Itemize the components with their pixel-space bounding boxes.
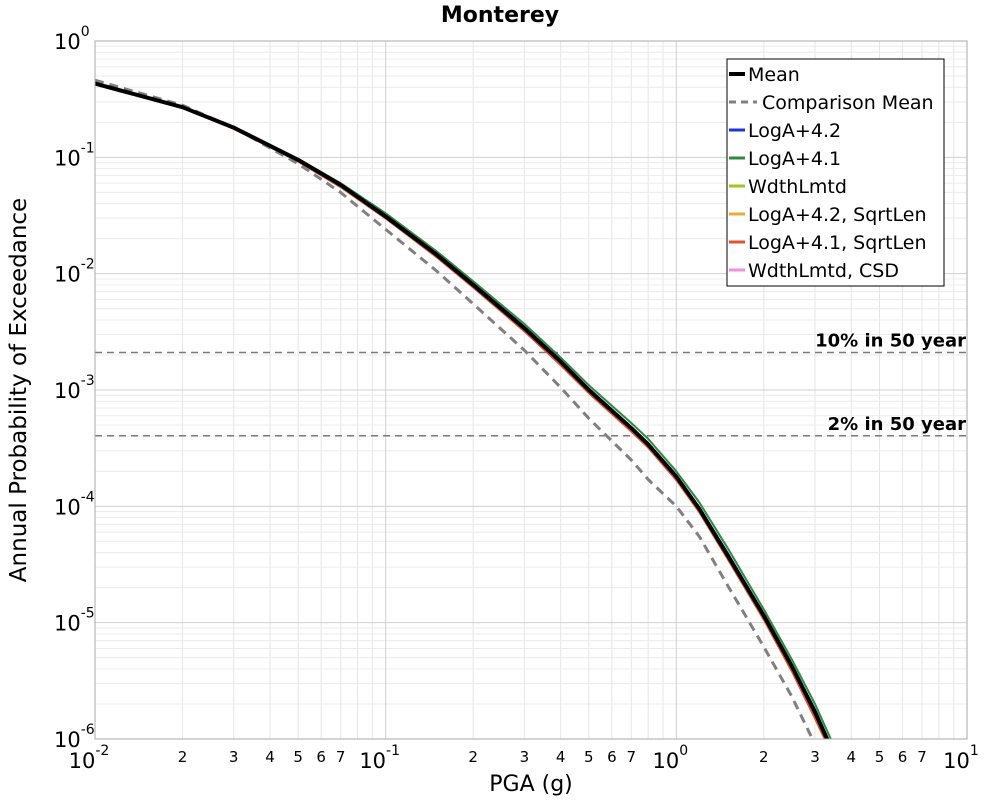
y-tick-label: 10-6 [54, 722, 95, 752]
x-minor-tick-label: 6 [316, 748, 326, 766]
x-minor-tick-label: 3 [520, 748, 530, 766]
legend-entry: LogA+4.2, SqrtLen [729, 204, 927, 226]
x-minor-tick-label: 5 [584, 748, 594, 766]
plot-frame [94, 40, 968, 740]
legend-entry: LogA+4.2 [729, 120, 841, 142]
x-minor-tick-label: 5 [293, 748, 303, 766]
x-minor-tick-label: 7 [627, 748, 637, 766]
y-tick-label: 10-5 [54, 606, 95, 636]
x-minor-tick-label: 7 [917, 748, 927, 766]
y-axis-label: Annual Probability of Exceedance [6, 198, 32, 582]
x-minor-tick-label: 3 [229, 748, 239, 766]
x-minor-tick-label: 5 [875, 748, 885, 766]
legend-label: LogA+4.1, SqrtLen [748, 232, 927, 254]
x-minor-tick-label: 2 [468, 748, 478, 766]
y-tick-label: 10-3 [54, 373, 95, 403]
reference-line-label: 10% in 50 year [815, 331, 966, 352]
y-tick-label: 10-2 [54, 257, 95, 287]
y-tick-label: 10-4 [54, 489, 95, 519]
reference-lines: 10% in 50 year 2% in 50 year [95, 331, 967, 437]
legend-label: Mean [748, 64, 800, 86]
x-minor-tick-label: 3 [810, 748, 820, 766]
legend-label: WdthLmtd [748, 176, 847, 198]
x-tick-label: 10-2 [69, 743, 110, 773]
x-minor-tick-label: 6 [898, 748, 908, 766]
legend-label: WdthLmtd, CSD [748, 260, 899, 282]
x-minor-tick-label: 4 [265, 748, 275, 766]
legend-label: LogA+4.2, SqrtLen [748, 204, 927, 226]
x-tick-label: 10-1 [359, 743, 400, 773]
legend-label: Comparison Mean [762, 92, 934, 114]
x-minor-tick-label: 2 [178, 748, 188, 766]
x-tick-label: 101 [943, 743, 979, 773]
plot-grid [94, 40, 968, 740]
x-minor-tick-label: 6 [607, 748, 617, 766]
legend-entry: LogA+4.1 [729, 148, 841, 170]
legend-entry: WdthLmtd [729, 176, 847, 198]
legend-box [726, 58, 945, 287]
legend: Mean Comparison Mean LogA+4.2 LogA+4.1 WdthL… [726, 58, 945, 287]
series-lines [95, 78, 832, 739]
series-line [95, 81, 830, 739]
chart-title: Monterey [441, 3, 559, 28]
x-axis-label: PGA (g) [489, 772, 573, 797]
y-tick-label: 10-1 [54, 140, 95, 170]
x-minor-tick-label: 4 [847, 748, 857, 766]
legend-label: LogA+4.2 [748, 120, 841, 142]
x-minor-tick-label: 4 [556, 748, 566, 766]
reference-line-label: 2% in 50 year [828, 414, 966, 435]
legend-entry: Comparison Mean [729, 92, 934, 114]
series-line [95, 78, 815, 739]
x-minor-tick-label: 2 [759, 748, 769, 766]
y-tick-label: 100 [54, 24, 90, 54]
legend-entry: LogA+4.1, SqrtLen [729, 232, 927, 254]
x-tick-label: 100 [653, 743, 689, 773]
legend-label: LogA+4.1 [748, 148, 841, 170]
x-minor-tick-label: 7 [336, 748, 346, 766]
legend-entry: Mean [729, 64, 800, 86]
legend-entry: WdthLmtd, CSD [729, 260, 899, 282]
